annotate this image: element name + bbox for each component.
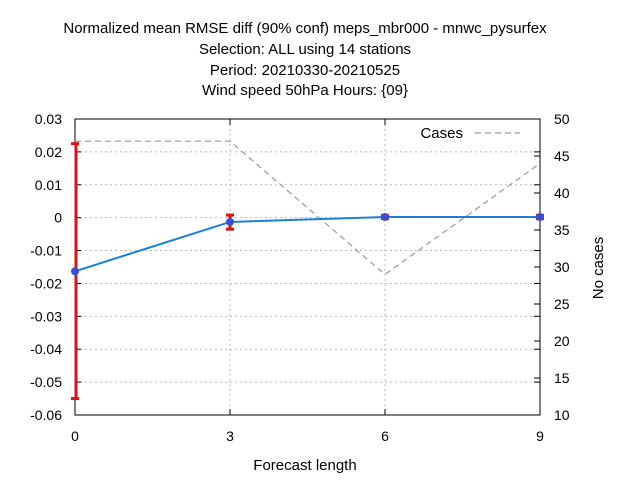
diff-point (381, 213, 389, 222)
plot-frame (74, 118, 541, 416)
y-tick-label: -0.05 (30, 374, 62, 390)
cases-series (75, 140, 541, 276)
y-tick-label: -0.01 (30, 243, 62, 259)
y2-tick-label: 30 (554, 259, 570, 275)
y-tick-label: 0.02 (35, 144, 62, 160)
legend: Cases (420, 125, 520, 142)
y2-tick-label: 15 (554, 370, 570, 386)
y-tick-label: 0 (54, 210, 62, 226)
y-tick-label: -0.02 (30, 275, 62, 291)
x-tick-label: 0 (71, 428, 79, 444)
title-line-1: Normalized mean RMSE diff (90% conf) mep… (63, 20, 547, 37)
title-line-2: Selection: ALL using 14 stations (198, 41, 412, 58)
y-tick-label: -0.03 (30, 308, 62, 324)
diff-line (74, 216, 540, 273)
title-line-3: Period: 20210330-20210525 (209, 62, 401, 79)
cases-line (75, 140, 541, 276)
y2-tick-label: 20 (554, 333, 570, 349)
grid (75, 119, 540, 415)
y-tick-label: -0.04 (30, 341, 62, 357)
y-tick-label: -0.06 (30, 407, 62, 423)
y2-tick-label: 35 (554, 222, 570, 238)
x-tick-label: 9 (536, 428, 544, 444)
diff-point (536, 213, 544, 222)
y2-tick-label: 45 (554, 148, 570, 164)
x-tick-label: 3 (226, 428, 234, 444)
y2-tick-label: 25 (554, 296, 570, 312)
diff-point (71, 267, 79, 276)
y2-axis-label: No cases (590, 237, 607, 300)
diff-point (226, 217, 234, 226)
y2-tick-label: 50 (554, 111, 570, 127)
diff-series (71, 142, 544, 401)
x-axis-label: Forecast length (253, 457, 356, 474)
y2-tick-label: 10 (554, 407, 570, 423)
y-tick-label: 0.01 (35, 177, 62, 193)
y2-tick-label: 40 (554, 185, 570, 201)
axes: 0.03 0.02 0.01 0 -0.01 -0.02 -0.03 -0.04 -0.05 -0… (30, 111, 570, 444)
legend-label-cases: Cases (420, 125, 463, 142)
title-line-4: Wind speed 50hPa Hours: {09} (202, 82, 408, 99)
x-tick-label: 6 (381, 428, 389, 444)
y-tick-label: 0.03 (35, 111, 62, 127)
